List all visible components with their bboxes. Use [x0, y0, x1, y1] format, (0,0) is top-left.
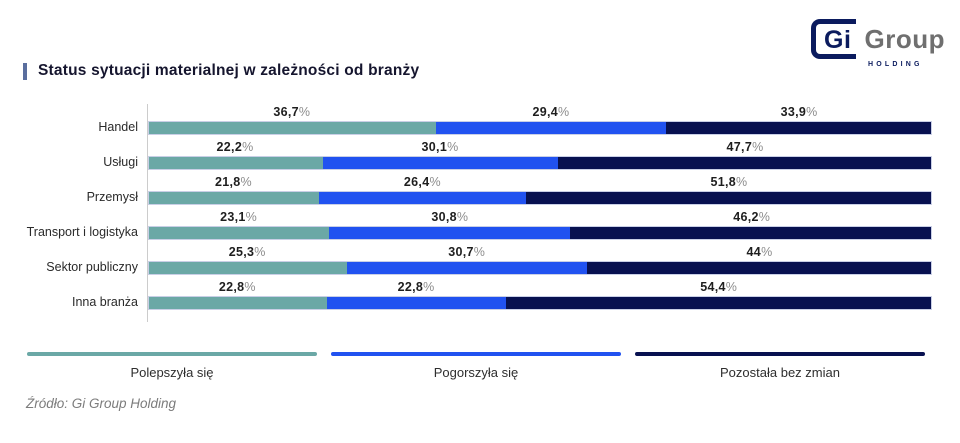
legend-label: Polepszyła się — [130, 365, 214, 380]
value-labels: 36,7% 29,4% 33,9% — [148, 105, 932, 120]
logo-gi-text: Gi — [824, 26, 852, 54]
chart-title-row: Status sytuacji materialnej w zależności… — [23, 62, 419, 80]
value-label: 30,7% — [448, 245, 486, 259]
chart-row: Przemysł 21,8% 26,4% 51,8% — [0, 170, 933, 205]
value-label: 26,4% — [403, 175, 441, 189]
chart-legend: Polepszyła się Pogorszyła się Pozostała be… — [27, 352, 925, 380]
chart-row: Transport i logistyka 23,1% 30,8% 46,2% — [0, 205, 933, 240]
value-label: 22,8% — [397, 280, 435, 294]
chart-row: Sektor publiczny 25,3% 30,7% 44% — [0, 240, 933, 275]
value-labels: 25,3% 30,7% 44% — [148, 245, 932, 260]
legend-item: Pogorszyła się — [331, 352, 621, 380]
value-label: 54,4% — [700, 280, 738, 294]
bar-segment-improved — [149, 227, 330, 239]
value-label: 33,9% — [780, 105, 818, 119]
stacked-bar — [148, 296, 932, 310]
bar-segment-unchanged — [665, 122, 931, 134]
legend-swatch-unchanged — [635, 352, 925, 356]
bar-segment-improved — [149, 297, 328, 309]
category-label: Usługi — [103, 155, 138, 169]
legend-label: Pogorszyła się — [433, 365, 519, 380]
value-label: 21,8% — [214, 175, 252, 189]
logo-group-text: Group — [864, 24, 945, 54]
bar-segment-worsened — [322, 157, 558, 169]
bar-segment-worsened — [435, 122, 666, 134]
bar-segment-unchanged — [570, 227, 931, 239]
source-note: Źródło: Gi Group Holding — [26, 396, 177, 411]
legend-item: Pozostała bez zmian — [635, 352, 925, 380]
chart-rows: Handel 36,7% 29,4% 33,9% Usługi 22,2% 30,1% 47,… — [0, 100, 933, 310]
bar-segment-improved — [149, 157, 323, 169]
stacked-bar — [148, 191, 932, 205]
bar-segment-improved — [149, 122, 436, 134]
bar-segment-unchanged — [505, 297, 931, 309]
value-label: 30,1% — [421, 140, 459, 154]
chart-row: Inna branża 22,8% 22,8% 54,4% — [0, 275, 933, 310]
logo-bracket-icon: Gi — [811, 19, 856, 59]
category-label: Transport i logistyka — [26, 225, 138, 239]
value-label: 30,8% — [431, 210, 469, 224]
stacked-bar-chart: Handel 36,7% 29,4% 33,9% Usługi 22,2% 30,1% 47,… — [0, 100, 933, 322]
bar-segment-improved — [149, 192, 320, 204]
value-label: 29,4% — [532, 105, 570, 119]
stacked-bar — [148, 156, 932, 170]
bar-segment-unchanged — [557, 157, 931, 169]
bar-segment-unchanged — [586, 262, 931, 274]
chart-row: Usługi 22,2% 30,1% 47,7% — [0, 135, 933, 170]
bar-segment-worsened — [346, 262, 587, 274]
legend-item: Polepszyła się — [27, 352, 317, 380]
category-label: Inna branża — [71, 295, 138, 309]
value-labels: 23,1% 30,8% 46,2% — [148, 210, 932, 225]
value-labels: 22,2% 30,1% 47,7% — [148, 140, 932, 155]
value-label: 46,2% — [733, 210, 771, 224]
value-label: 23,1% — [220, 210, 258, 224]
page-title: Status sytuacji materialnej w zależności… — [38, 62, 420, 79]
bar-segment-unchanged — [525, 192, 931, 204]
value-label: 22,8% — [218, 280, 256, 294]
gi-group-holding-logo: Gi Group HOLDING — [811, 19, 945, 71]
y-axis-line — [147, 104, 148, 322]
value-labels: 21,8% 26,4% 51,8% — [148, 175, 932, 190]
legend-swatch-improved — [27, 352, 317, 356]
logo-holding-text: HOLDING — [868, 61, 923, 68]
value-label: 36,7% — [273, 105, 311, 119]
value-label: 51,8% — [710, 175, 748, 189]
stacked-bar — [148, 121, 932, 135]
bar-segment-worsened — [327, 297, 506, 309]
legend-label: Pozostała bez zmian — [720, 365, 840, 380]
chart-row: Handel 36,7% 29,4% 33,9% — [0, 100, 933, 135]
logo-inner: Gi Group HOLDING — [811, 19, 945, 68]
bar-segment-improved — [149, 262, 347, 274]
stacked-bar — [148, 226, 932, 240]
bar-segment-worsened — [319, 192, 526, 204]
value-label: 44% — [746, 245, 773, 259]
legend-swatch-worsened — [331, 352, 621, 356]
stacked-bar — [148, 261, 932, 275]
value-label: 22,2% — [216, 140, 254, 154]
value-label: 25,3% — [228, 245, 266, 259]
category-label: Sektor publiczny — [46, 260, 138, 274]
title-accent-bar — [23, 62, 27, 80]
bar-segment-worsened — [329, 227, 571, 239]
value-labels: 22,8% 22,8% 54,4% — [148, 280, 932, 295]
value-label: 47,7% — [726, 140, 764, 154]
category-label: Przemysł — [86, 190, 138, 204]
category-label: Handel — [98, 120, 138, 134]
